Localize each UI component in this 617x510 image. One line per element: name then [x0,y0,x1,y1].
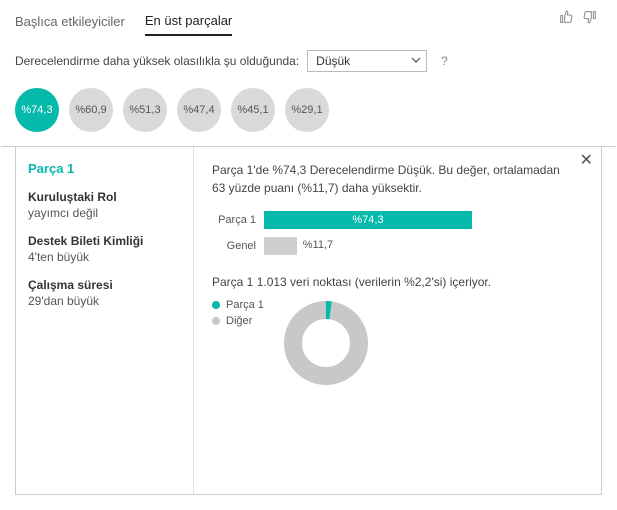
segment-detail: ✕ Parça 1'de %74,3 Derecelendirme Düşük.… [194,147,601,494]
legend-item-1: Diğer [212,315,264,327]
criteria-list: Kuruluştaki Rol yayımcı değil Destek Bilet… [28,190,181,308]
legend-dot [212,317,220,325]
bar-track: %11,7 [264,237,544,255]
segment-bubble-4[interactable]: %45,1 [231,88,275,132]
bar-fill: %74,3 [264,211,472,229]
donut-svg [282,299,370,387]
criterion-value: yayımcı değil [28,206,181,220]
bar-row-0: Parça 1%74,3 [212,211,587,229]
criterion-key: Destek Bileti Kimliği [28,234,181,248]
feedback-icons [558,9,598,28]
donut-legend: Parça 1 Diğer [212,299,264,331]
bar-label: Genel [212,240,264,252]
main-panel: Parça 1 Kuruluştaki Rol yayımcı değil Dest… [15,146,602,495]
tab-influencers[interactable]: Başlıca etkileyiciler [15,10,125,35]
criterion-2: Çalışma süresi 29'dan büyük [28,278,181,308]
thumbs-down-icon[interactable] [582,9,598,28]
criterion-1: Destek Bileti Kimliği 4'ten büyük [28,234,181,264]
bar-label: Parça 1 [212,214,264,226]
segment-bubbles: %74,3%60,9%51,3%47,4%45,1%29,1 [1,82,616,147]
donut-area: Parça 1 Diğer [212,299,587,390]
segment-bubble-2[interactable]: %51,3 [123,88,167,132]
criterion-value: 29'dan büyük [28,294,181,308]
segment-sidebar: Parça 1 Kuruluştaki Rol yayımcı değil Dest… [16,147,194,494]
bar-value-label: %11,7 [303,239,333,251]
filter-row: Derecelendirme daha yüksek olasılıkla şu… [1,36,616,82]
legend-item-0: Parça 1 [212,299,264,311]
visual-container: Başlıca etkileyiciler En üst parçalar De… [0,0,617,510]
legend-label: Diğer [226,315,252,327]
criterion-key: Kuruluştaki Rol [28,190,181,204]
tabs-row: Başlıca etkileyiciler En üst parçalar [1,1,616,36]
criterion-0: Kuruluştaki Rol yayımcı değil [28,190,181,220]
filter-select-wrap: Düşük [307,50,427,72]
legend-dot [212,301,220,309]
filter-select[interactable]: Düşük [307,50,427,72]
donut-chart [282,299,370,390]
segment-description: Parça 1'de %74,3 Derecelendirme Düşük. B… [212,161,587,197]
segment-bubble-0[interactable]: %74,3 [15,88,59,132]
filter-prompt: Derecelendirme daha yüksek olasılıkla şu… [15,54,299,68]
thumbs-up-icon[interactable] [558,9,574,28]
criterion-value: 4'ten büyük [28,250,181,264]
segment-bubble-5[interactable]: %29,1 [285,88,329,132]
segment-bubble-3[interactable]: %47,4 [177,88,221,132]
bar-fill [264,237,297,255]
criterion-key: Çalışma süresi [28,278,181,292]
segment-title: Parça 1 [28,161,181,176]
tab-top-segments[interactable]: En üst parçalar [145,9,232,36]
bar-chart: Parça 1%74,3Genel%11,7 [212,211,587,255]
segment-bubble-1[interactable]: %60,9 [69,88,113,132]
help-icon[interactable]: ? [441,54,448,68]
points-text: Parça 1 1.013 veri noktası (verilerin %2… [212,275,587,289]
bar-track: %74,3 [264,211,544,229]
close-icon[interactable]: ✕ [580,153,593,169]
legend-label: Parça 1 [226,299,264,311]
bar-row-1: Genel %11,7 [212,237,587,255]
